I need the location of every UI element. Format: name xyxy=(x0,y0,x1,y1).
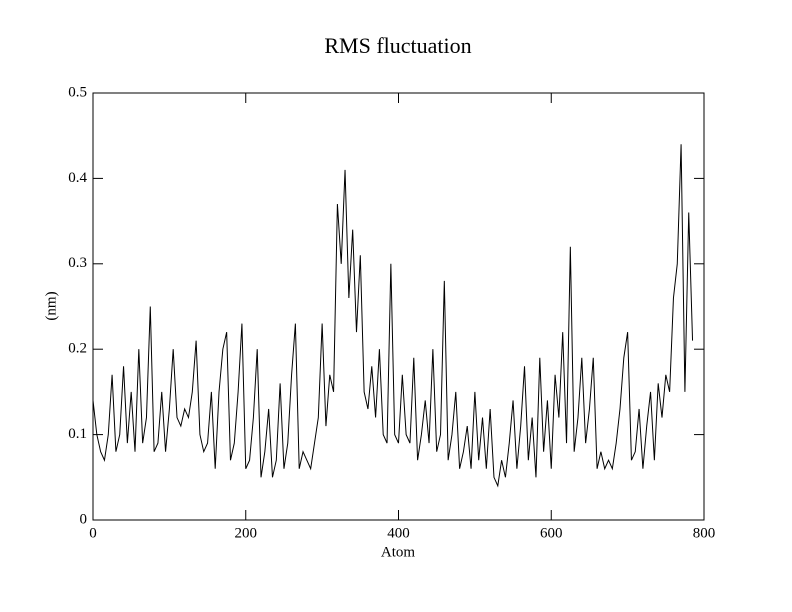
chart-title: RMS fluctuation xyxy=(324,33,471,58)
y-tick-label: 0.2 xyxy=(68,341,87,357)
y-tick-label: 0.3 xyxy=(68,255,87,271)
x-tick-label: 0 xyxy=(89,525,97,541)
plot-frame xyxy=(92,92,705,521)
x-axis-label: Atom xyxy=(381,544,416,560)
x-tick-label: 400 xyxy=(387,525,410,541)
data-line xyxy=(92,144,694,488)
y-tick-label: 0.4 xyxy=(68,170,87,186)
x-tick-label: 800 xyxy=(693,525,716,541)
y-tick-label: 0.5 xyxy=(68,84,87,100)
x-tick-label: 600 xyxy=(540,525,563,541)
y-tick-label: 0 xyxy=(80,511,88,527)
y-tick-label: 0.1 xyxy=(68,426,87,442)
y-axis-label: (nm) xyxy=(43,291,59,320)
x-tick-label: 200 xyxy=(235,525,258,541)
